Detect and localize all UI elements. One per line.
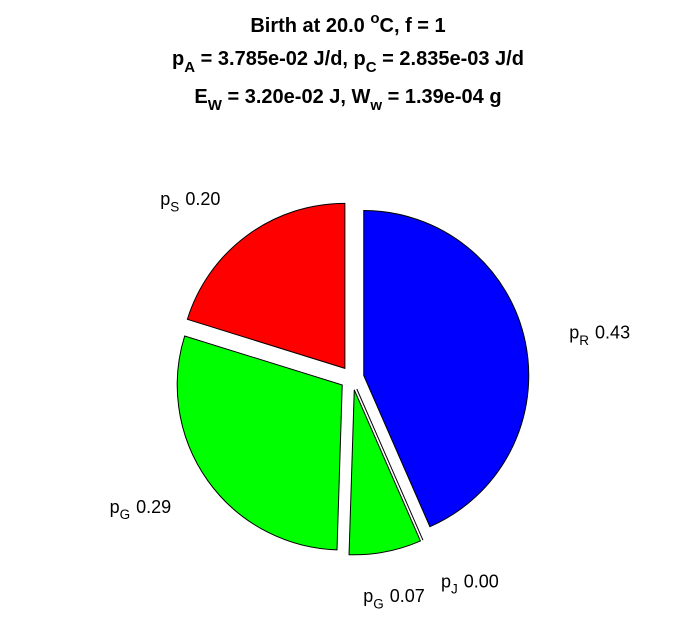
- subscript: C: [366, 59, 377, 76]
- slice-value-label: 0.29: [136, 497, 171, 517]
- chart-title-line: EW = 3.20e-02 J, Ww = 1.39e-04 g: [194, 86, 501, 114]
- text-segment: = 3.20e-02 J, W: [222, 86, 371, 108]
- slice-label: pG 0.07: [363, 586, 425, 611]
- text-segment: = 1.39e-04 g: [382, 86, 502, 108]
- supscript: o: [370, 10, 379, 27]
- subscript: R: [579, 333, 589, 348]
- slice-value-label: 0.00: [464, 571, 499, 591]
- text-segment: p: [160, 189, 170, 209]
- text-segment: C, f = 1: [380, 15, 446, 37]
- chart-title-line: pA = 3.785e-02 J/d, pC = 2.835e-03 J/d: [172, 48, 524, 76]
- slice-value-label: 0.43: [595, 323, 630, 343]
- text-segment: = 2.835e-03 J/d: [377, 48, 524, 70]
- pie-slice: [363, 210, 530, 528]
- text-segment: p: [569, 323, 579, 343]
- pie-slice: [356, 388, 424, 541]
- subscript: J: [451, 582, 458, 597]
- text-segment: E: [194, 86, 207, 108]
- text-segment: Birth at 20.0: [250, 15, 370, 37]
- slice-label: pG 0.29: [110, 497, 172, 522]
- pie-slice: [348, 389, 422, 556]
- slice-value-label: 0.07: [390, 586, 425, 606]
- subscript: G: [373, 596, 384, 611]
- slice-label: pJ 0.00: [441, 571, 499, 596]
- subscript: A: [184, 59, 195, 76]
- subscript: w: [369, 97, 382, 114]
- slice-label: pR 0.43: [569, 323, 630, 348]
- slice-value-label: 0.20: [185, 189, 220, 209]
- subscript: W: [208, 97, 223, 114]
- text-segment: p: [363, 586, 373, 606]
- subscript: S: [170, 200, 179, 215]
- pie-slice: [176, 335, 343, 551]
- chart-title-line: Birth at 20.0 oC, f = 1: [250, 10, 445, 37]
- pie-slice: [186, 202, 346, 370]
- text-segment: p: [110, 497, 120, 517]
- text-segment: p: [172, 48, 184, 70]
- text-segment: = 3.785e-02 J/d, p: [195, 48, 366, 70]
- subscript: G: [120, 507, 131, 522]
- slice-label: pS 0.20: [160, 189, 220, 214]
- text-segment: p: [441, 571, 451, 591]
